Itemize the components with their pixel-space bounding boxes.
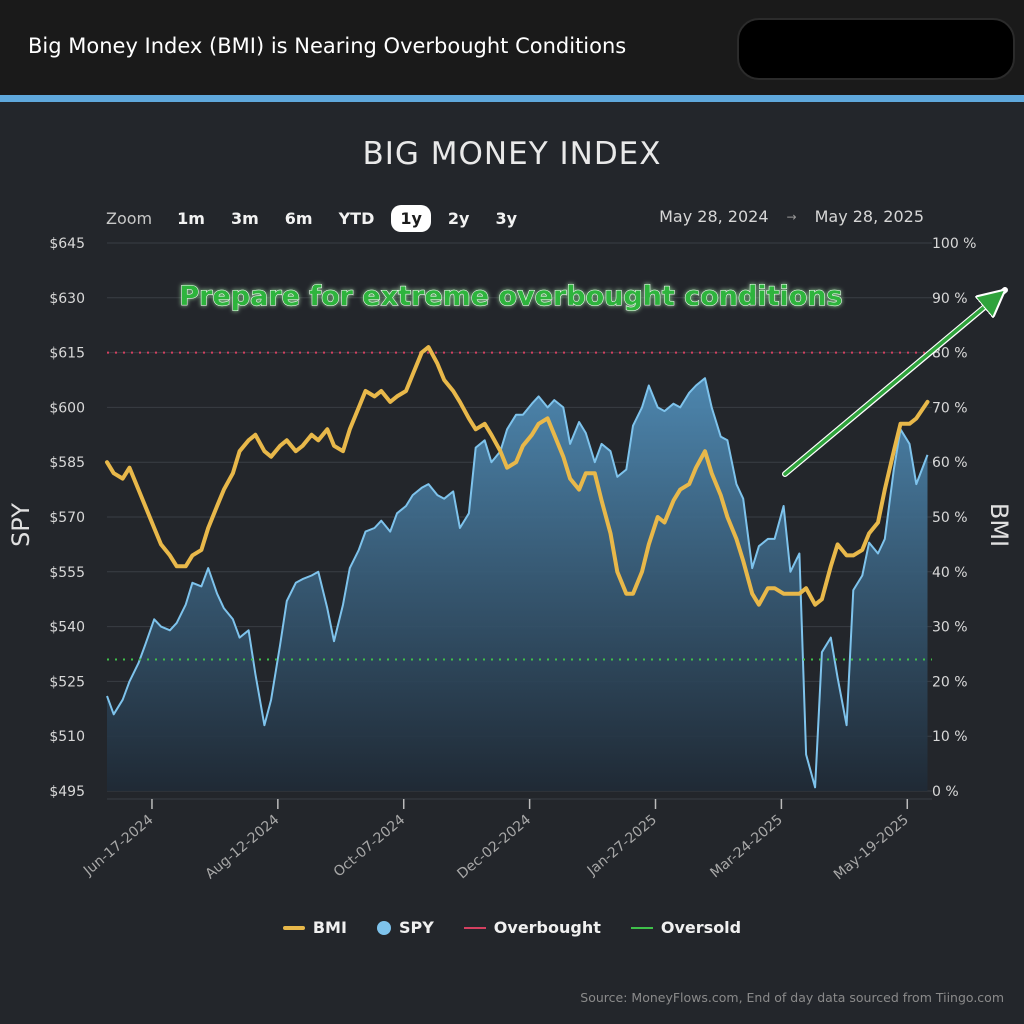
left-tick-label: $525 (49, 674, 85, 690)
x-tick-label: Jun-17-2024 (80, 812, 157, 880)
x-tick-label: Jan-27-2025 (584, 812, 660, 880)
legend-item-oversold[interactable]: Oversold (630, 918, 742, 937)
right-tick-label: 50 % (932, 510, 968, 526)
legend-item-overbought[interactable]: Overbought (463, 918, 601, 937)
legend-swatch-oversold (630, 926, 653, 929)
right-axis-title: BMI (985, 503, 1013, 547)
x-tick-label: Aug-12-2024 (203, 812, 283, 883)
source-note: Source: MoneyFlows.com, End of day data … (580, 990, 1004, 1005)
x-tick-label: Dec-02-2024 (454, 812, 534, 883)
left-axis-title: SPY (7, 503, 35, 547)
zoom-button-3m[interactable]: 3m (230, 208, 259, 228)
legend-item-bmi[interactable]: BMI (282, 918, 347, 937)
left-tick-label: $630 (49, 291, 85, 307)
x-tick-label: May-19-2025 (831, 812, 912, 884)
zoom-button-1m[interactable]: 1m (177, 208, 205, 228)
zoom-button-1y[interactable]: 1y (391, 204, 431, 232)
spy-area (107, 378, 928, 791)
chart-legend: BMI SPY Overbought Oversold (0, 918, 1024, 937)
zoom-button-2y[interactable]: 2y (447, 208, 470, 228)
legend-swatch-overbought (463, 926, 486, 929)
right-tick-label: 100 % (932, 236, 976, 252)
header-divider (0, 95, 1024, 102)
right-tick-label: 40 % (932, 565, 968, 581)
page-title: Big Money Index (BMI) is Nearing Overbou… (28, 34, 627, 58)
left-tick-label: $615 (49, 346, 85, 362)
spy-line (106, 377, 929, 789)
zoom-button-6m[interactable]: 6m (284, 208, 313, 228)
legend-label-spy: SPY (398, 918, 434, 937)
arrow-right-icon: → (786, 210, 797, 224)
bmi-line (105, 345, 930, 607)
annotation-arrow (783, 294, 1000, 476)
legend-label-overbought: Overbought (493, 918, 601, 937)
right-tick-label: 20 % (932, 674, 968, 690)
x-tick-label: Mar-24-2025 (707, 812, 786, 882)
zoom-controls: Zoom 1m 3m 6m YTD 1y 2y 3y (106, 204, 534, 232)
right-tick-label: 90 % (932, 291, 968, 307)
right-tick-label: 30 % (932, 620, 968, 636)
right-tick-label: 10 % (932, 729, 968, 745)
chart-title: BIG MONEY INDEX (362, 136, 662, 172)
zoom-label: Zoom (106, 208, 153, 228)
zoom-button-ytd[interactable]: YTD (338, 208, 375, 228)
date-range: May 28, 2024 → May 28, 2025 (659, 207, 924, 226)
legend-label-oversold: Oversold (660, 918, 742, 937)
right-tick-label: 60 % (932, 455, 968, 471)
range-end[interactable]: May 28, 2025 (814, 207, 924, 226)
legend-swatch-spy (376, 920, 391, 935)
left-tick-label: $585 (49, 455, 85, 471)
left-tick-label: $495 (49, 784, 85, 800)
left-tick-label: $555 (49, 565, 85, 581)
right-tick-label: 70 % (932, 400, 968, 416)
redacted-box (737, 18, 1015, 80)
header-bar: Big Money Index (BMI) is Nearing Overbou… (0, 0, 1024, 95)
zoom-button-3y[interactable]: 3y (495, 208, 518, 228)
annotation-text: Prepare for extreme overbought condition… (179, 281, 842, 312)
legend-item-spy[interactable]: SPY (376, 918, 434, 937)
left-tick-label: $600 (49, 400, 85, 416)
left-tick-label: $540 (49, 620, 85, 636)
left-tick-label: $645 (49, 236, 85, 252)
left-tick-label: $570 (49, 510, 85, 526)
left-tick-label: $510 (49, 729, 85, 745)
x-tick-label: Oct-07-2024 (331, 812, 409, 881)
right-tick-label: 0 % (932, 784, 959, 800)
legend-swatch-bmi (282, 925, 305, 930)
right-tick-label: 80 % (932, 346, 968, 362)
range-start[interactable]: May 28, 2024 (659, 207, 769, 226)
legend-label-bmi: BMI (312, 918, 347, 937)
